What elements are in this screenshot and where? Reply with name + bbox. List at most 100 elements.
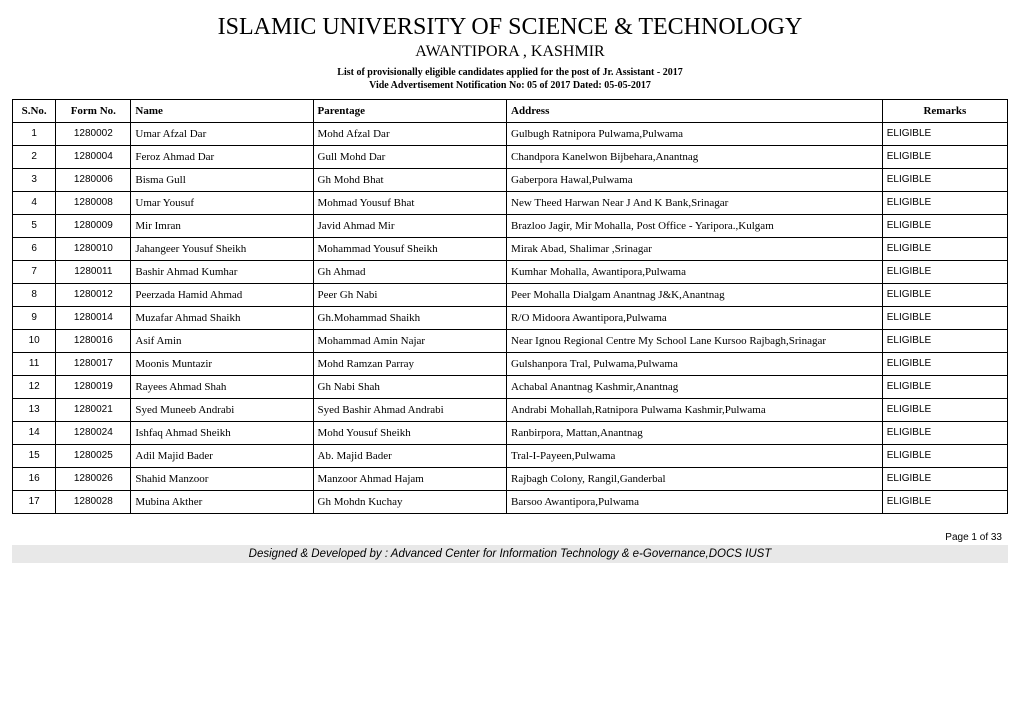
cell-form: 1280028 bbox=[56, 491, 131, 514]
cell-sno: 3 bbox=[13, 169, 56, 192]
cell-name: Adil Majid Bader bbox=[131, 445, 313, 468]
cell-form: 1280010 bbox=[56, 238, 131, 261]
table-row: 121280019Rayees Ahmad ShahGh Nabi ShahAc… bbox=[13, 376, 1008, 399]
table-header-row: S.No. Form No. Name Parentage Address Re… bbox=[13, 100, 1008, 123]
cell-form: 1280006 bbox=[56, 169, 131, 192]
cell-remarks: ELIGIBLE bbox=[882, 238, 1007, 261]
cell-address: Andrabi Mohallah,Ratnipora Pulwama Kashm… bbox=[507, 399, 883, 422]
cell-sno: 2 bbox=[13, 146, 56, 169]
cell-sno: 13 bbox=[13, 399, 56, 422]
table-row: 161280026Shahid ManzoorManzoor Ahmad Haj… bbox=[13, 468, 1008, 491]
cell-sno: 10 bbox=[13, 330, 56, 353]
university-location: AWANTIPORA , KASHMIR bbox=[12, 43, 1008, 61]
cell-form: 1280008 bbox=[56, 192, 131, 215]
cell-parentage: Peer Gh Nabi bbox=[313, 284, 507, 307]
candidates-table: S.No. Form No. Name Parentage Address Re… bbox=[12, 99, 1008, 514]
cell-name: Muzafar Ahmad Shaikh bbox=[131, 307, 313, 330]
cell-remarks: ELIGIBLE bbox=[882, 146, 1007, 169]
cell-name: Asif Amin bbox=[131, 330, 313, 353]
cell-sno: 16 bbox=[13, 468, 56, 491]
cell-parentage: Mohd Ramzan Parray bbox=[313, 353, 507, 376]
cell-sno: 11 bbox=[13, 353, 56, 376]
cell-form: 1280026 bbox=[56, 468, 131, 491]
cell-name: Syed Muneeb Andrabi bbox=[131, 399, 313, 422]
cell-form: 1280021 bbox=[56, 399, 131, 422]
cell-address: Gulshanpora Tral, Pulwama,Pulwama bbox=[507, 353, 883, 376]
table-row: 111280017Moonis MuntazirMohd Ramzan Parr… bbox=[13, 353, 1008, 376]
cell-name: Bisma Gull bbox=[131, 169, 313, 192]
cell-address: Brazloo Jagir, Mir Mohalla, Post Office … bbox=[507, 215, 883, 238]
cell-sno: 9 bbox=[13, 307, 56, 330]
cell-remarks: ELIGIBLE bbox=[882, 399, 1007, 422]
cell-remarks: ELIGIBLE bbox=[882, 353, 1007, 376]
col-header-name: Name bbox=[131, 100, 313, 123]
cell-address: Gaberpora Hawal,Pulwama bbox=[507, 169, 883, 192]
cell-sno: 5 bbox=[13, 215, 56, 238]
col-header-form: Form No. bbox=[56, 100, 131, 123]
cell-parentage: Mohd Afzal Dar bbox=[313, 123, 507, 146]
cell-name: Moonis Muntazir bbox=[131, 353, 313, 376]
cell-address: Mirak Abad, Shalimar ,Srinagar bbox=[507, 238, 883, 261]
cell-parentage: Gh Nabi Shah bbox=[313, 376, 507, 399]
cell-sno: 15 bbox=[13, 445, 56, 468]
col-header-parentage: Parentage bbox=[313, 100, 507, 123]
cell-address: R/O Midoora Awantipora,Pulwama bbox=[507, 307, 883, 330]
table-row: 81280012Peerzada Hamid AhmadPeer Gh Nabi… bbox=[13, 284, 1008, 307]
cell-address: New Theed Harwan Near J And K Bank,Srina… bbox=[507, 192, 883, 215]
cell-sno: 4 bbox=[13, 192, 56, 215]
cell-form: 1280014 bbox=[56, 307, 131, 330]
table-row: 61280010Jahangeer Yousuf SheikhMohammad … bbox=[13, 238, 1008, 261]
table-row: 141280024Ishfaq Ahmad SheikhMohd Yousuf … bbox=[13, 422, 1008, 445]
cell-name: Feroz Ahmad Dar bbox=[131, 146, 313, 169]
cell-address: Tral-I-Payeen,Pulwama bbox=[507, 445, 883, 468]
cell-parentage: Manzoor Ahmad Hajam bbox=[313, 468, 507, 491]
cell-address: Kumhar Mohalla, Awantipora,Pulwama bbox=[507, 261, 883, 284]
table-row: 51280009Mir ImranJavid Ahmad MirBrazloo … bbox=[13, 215, 1008, 238]
cell-parentage: Gh Mohd Bhat bbox=[313, 169, 507, 192]
cell-form: 1280019 bbox=[56, 376, 131, 399]
cell-address: Gulbugh Ratnipora Pulwama,Pulwama bbox=[507, 123, 883, 146]
cell-sno: 14 bbox=[13, 422, 56, 445]
table-row: 131280021Syed Muneeb AndrabiSyed Bashir … bbox=[13, 399, 1008, 422]
cell-remarks: ELIGIBLE bbox=[882, 169, 1007, 192]
cell-remarks: ELIGIBLE bbox=[882, 192, 1007, 215]
cell-form: 1280016 bbox=[56, 330, 131, 353]
cell-parentage: Gull Mohd Dar bbox=[313, 146, 507, 169]
cell-address: Rajbagh Colony, Rangil,Ganderbal bbox=[507, 468, 883, 491]
cell-remarks: ELIGIBLE bbox=[882, 307, 1007, 330]
notice-line-2: Vide Advertisement Notification No: 05 o… bbox=[12, 80, 1008, 91]
table-row: 151280025Adil Majid BaderAb. Majid Bader… bbox=[13, 445, 1008, 468]
cell-remarks: ELIGIBLE bbox=[882, 445, 1007, 468]
cell-sno: 7 bbox=[13, 261, 56, 284]
cell-parentage: Mohammad Yousuf Sheikh bbox=[313, 238, 507, 261]
cell-parentage: Gh.Mohammad Shaikh bbox=[313, 307, 507, 330]
cell-parentage: Gh Mohdn Kuchay bbox=[313, 491, 507, 514]
cell-remarks: ELIGIBLE bbox=[882, 284, 1007, 307]
cell-form: 1280025 bbox=[56, 445, 131, 468]
cell-remarks: ELIGIBLE bbox=[882, 491, 1007, 514]
cell-name: Jahangeer Yousuf Sheikh bbox=[131, 238, 313, 261]
cell-remarks: ELIGIBLE bbox=[882, 123, 1007, 146]
cell-sno: 1 bbox=[13, 123, 56, 146]
cell-remarks: ELIGIBLE bbox=[882, 468, 1007, 491]
cell-parentage: Mohammad Amin Najar bbox=[313, 330, 507, 353]
cell-sno: 12 bbox=[13, 376, 56, 399]
notice-line-1: List of provisionally eligible candidate… bbox=[12, 67, 1008, 78]
cell-address: Peer Mohalla Dialgam Anantnag J&K,Anantn… bbox=[507, 284, 883, 307]
cell-form: 1280017 bbox=[56, 353, 131, 376]
cell-name: Umar Yousuf bbox=[131, 192, 313, 215]
cell-name: Umar Afzal Dar bbox=[131, 123, 313, 146]
cell-remarks: ELIGIBLE bbox=[882, 215, 1007, 238]
cell-remarks: ELIGIBLE bbox=[882, 422, 1007, 445]
table-row: 31280006Bisma GullGh Mohd BhatGaberpora … bbox=[13, 169, 1008, 192]
footer: Page 1 of 33 Designed & Developed by : A… bbox=[12, 532, 1008, 563]
cell-name: Rayees Ahmad Shah bbox=[131, 376, 313, 399]
cell-parentage: Mohd Yousuf Sheikh bbox=[313, 422, 507, 445]
cell-sno: 17 bbox=[13, 491, 56, 514]
col-header-sno: S.No. bbox=[13, 100, 56, 123]
table-row: 21280004Feroz Ahmad DarGull Mohd DarChan… bbox=[13, 146, 1008, 169]
cell-name: Shahid Manzoor bbox=[131, 468, 313, 491]
page-number: Page 1 of 33 bbox=[12, 532, 1008, 543]
cell-form: 1280012 bbox=[56, 284, 131, 307]
table-row: 71280011Bashir Ahmad KumharGh AhmadKumha… bbox=[13, 261, 1008, 284]
